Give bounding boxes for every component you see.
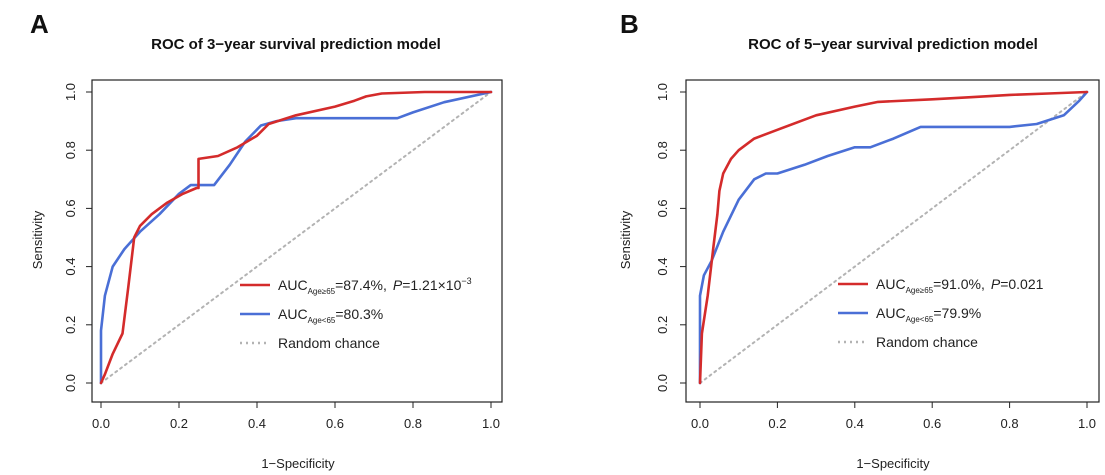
panel-b-line-random [699,91,1088,384]
panel-a-ytick-label: 0.2 [63,316,78,334]
panel-b-xtick-label: 0.2 [768,416,786,431]
panel-b-legend-label: AUCAge≥65=91.0%, P=0.021 [876,276,1044,295]
panel-b-ytick-label: 0.0 [655,374,670,392]
panel-a-ytick-label: 0.6 [63,199,78,217]
panel-a-xlabel: 1−Specificity [261,456,335,471]
panel-a-legend-label: AUCAge<65=80.3% [278,306,383,325]
panel-b-legend-label: Random chance [876,334,978,350]
panel-a-legend: AUCAge≥65=87.4%, P=1.21×10−3 AUCAge<65=80.… [240,276,472,351]
panel-a-legend-label: Random chance [278,335,380,351]
panel-b-ytick-label: 0.6 [655,199,670,217]
panel-b-title: ROC of 5−year survival prediction model [748,36,1038,53]
panel-b-ticks: 0.0 0.2 0.4 0.6 0.8 1.0 0.0 0.2 0.4 0.6 0.8 1.0 [655,83,1096,431]
panel-a-xtick-label: 0.4 [248,416,266,431]
panel-b-letter: B [620,9,639,39]
panel-a-xtick-label: 0.0 [92,416,110,431]
panel-b-xtick-label: 0.6 [923,416,941,431]
panel-b-lines [698,90,1089,385]
panel-b-legend: AUCAge≥65=91.0%, P=0.021 AUCAge<65=79.9% Ra… [838,276,1044,350]
panel-b-xtick-label: 0.8 [1001,416,1019,431]
panel-b-line-blue [698,90,1089,385]
panel-b-ytick-label: 0.4 [655,258,670,276]
panel-b-plot-box [685,79,1100,403]
panel-a-xtick-label: 0.6 [326,416,344,431]
panel-a-letter: A [30,9,49,39]
panel-a-legend-label: AUCAge≥65=87.4%, P=1.21×10−3 [278,276,472,296]
panel-a-line-red [99,90,493,385]
panel-a: A ROC of 3−year survival prediction mode… [30,9,503,471]
panel-a-lines [99,90,493,385]
panel-a-title: ROC of 3−year survival prediction model [151,36,441,53]
panel-a-ytick-label: 0.8 [63,141,78,159]
panel-b-ylabel: Sensitivity [618,210,633,269]
panel-a-xtick-label: 0.2 [170,416,188,431]
panel-a-ytick-label: 1.0 [63,83,78,101]
panel-a-ytick-label: 0.4 [63,258,78,276]
panel-a-ticks: 0.0 0.2 0.4 0.6 0.8 1.0 0.0 0.2 0.4 0.6 0.8 1.0 [63,83,500,431]
panel-a-xtick-label: 0.8 [404,416,422,431]
panel-b-line-red [698,90,1089,385]
panel-b-xtick-label: 0.0 [691,416,709,431]
panel-b-legend-label: AUCAge<65=79.9% [876,305,981,324]
panel-a-ylabel: Sensitivity [30,210,45,269]
panel-b-xtick-label: 1.0 [1078,416,1096,431]
panel-b-ytick-label: 1.0 [655,83,670,101]
panel-b-ytick-label: 0.8 [655,141,670,159]
panel-a-line-blue [99,90,493,385]
panel-a-plot-box [91,79,503,403]
panel-b: B ROC of 5−year survival prediction mode… [618,9,1100,471]
panel-b-xlabel: 1−Specificity [856,456,930,471]
panel-b-xtick-label: 0.4 [846,416,864,431]
panel-a-ytick-label: 0.0 [63,374,78,392]
panel-a-xtick-label: 1.0 [482,416,500,431]
panel-b-ytick-label: 0.2 [655,316,670,334]
